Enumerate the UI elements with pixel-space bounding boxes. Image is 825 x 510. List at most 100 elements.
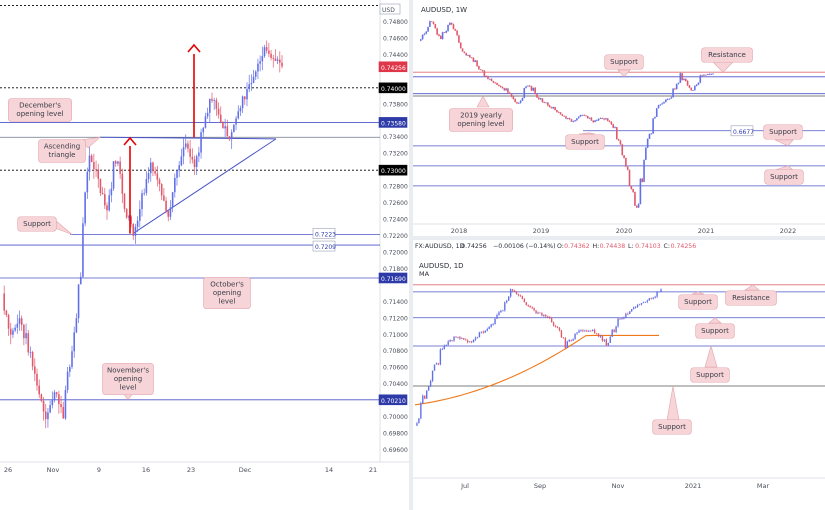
weekly-candle-body-126 [646,138,649,148]
weekly-candle-body-61 [528,85,531,87]
weekly-candle-body-120 [635,205,638,208]
daily-candle-body-59 [529,305,531,308]
daily-candle-body-55 [521,296,524,300]
weekly-candle-body-111 [619,140,622,145]
daily-candle-body-120 [648,298,650,301]
h4-candle-body-29 [64,390,67,419]
weekly-candle-body-71 [547,102,549,106]
h4-candle-body-125 [274,58,277,61]
weekly-callout-yearly-box [449,108,513,132]
pane-divider-vertical[interactable] [409,0,413,510]
price-tick-label: 0.72000 [383,249,408,256]
weekly-candle-body-7 [430,21,433,23]
daily-candle-body-7 [427,386,430,391]
h4-candle-body-13 [29,352,32,353]
weekly-candle-body-134 [661,103,663,105]
weekly-tag-06677-bg [730,125,754,137]
price-tag-72223-bg [312,228,336,239]
daily-candle-body-61 [533,307,535,311]
daily-candle-body-6 [426,390,428,399]
daily-candle-body-113 [634,307,637,308]
h4-candle-body-2 [5,310,8,315]
daily-candle-body-68 [547,316,549,318]
price-tick-label: 0.73400 [383,134,408,141]
h4-candle-body-126 [276,59,279,61]
h4-candle-body-115 [252,76,255,83]
left-chart-pane[interactable]: December's opening level Ascending triangle… [0,0,409,510]
weekly-candle-body-148 [686,80,689,86]
daily-candle-body-40 [492,324,494,325]
daily-candle-body-125 [658,291,660,293]
weekly-candle-body-88 [577,116,580,119]
h4-candle-body-94 [206,112,209,117]
weekly-candle-body-24 [461,48,464,52]
weekly-candle-body-82 [567,118,569,119]
h4-candle-body-12 [27,333,30,353]
daily-month-label: 2021 [685,482,702,490]
daily-candle-body-102 [613,329,615,332]
daily-header-part-6: 0.74438 [600,243,626,250]
weekly-candle-body-64 [534,87,536,95]
h4-candle-body-106 [233,124,235,133]
h4-candle-body-11 [25,333,27,339]
weekly-candle-body-62 [530,86,533,91]
weekly-callout-support-mid-pointer [578,132,596,135]
daily-candle-body-115 [638,304,641,306]
price-tag-73580: 0.73580 [381,120,406,127]
h4-candle-body-17 [38,385,40,395]
h4-candle-body-116 [254,71,257,77]
h4-candle-body-38 [84,192,86,224]
h4-candle-body-60 [132,224,135,236]
daily-chart[interactable]: FX:AUDUSD, 1D 0.74256 −0.00106 (−0.14%) … [413,240,825,510]
h4-candle-body-108 [237,111,240,119]
daily-candle-body-110 [629,311,631,315]
h4-candle-body-72 [158,179,161,185]
weekly-candle-body-23 [459,42,462,49]
weekly-year-label: 2020 [616,227,633,235]
weekly-candle-body-151 [692,90,694,91]
h4-candle-body-31 [69,366,71,372]
weekly-candle-body-20 [454,29,457,31]
pane-divider-horizontal[interactable] [413,236,825,240]
h4-candle-body-84 [184,143,187,148]
weekly-candle-body-100 [599,118,602,120]
daily-candle-body-44 [500,310,502,313]
price-tick-label: 0.69800 [383,431,408,438]
weekly-candle-body-18 [450,22,453,25]
daily-candle-body-99 [607,342,609,346]
daily-candle-body-34 [480,331,483,333]
h4-candle-body-119 [261,56,264,62]
h4-candle-body-3 [7,314,10,329]
daily-candle-body-119 [646,300,649,302]
h4-candle-body-34 [75,318,78,333]
daily-candle-body-92 [593,329,596,334]
daily-candle-body-122 [652,297,654,299]
h4-candle-body-27 [60,404,62,408]
daily-candle-body-121 [650,298,652,300]
daily-callout-support1-text-0: Support [684,298,712,306]
price-tag-72223: 0.7223 [315,232,336,239]
daily-candle-body-84 [578,330,580,333]
daily-candle-body-56 [523,299,526,303]
weekly-candle-body-1 [420,39,422,41]
daily-candle-body-65 [541,313,543,316]
weekly-chart[interactable]: AUDUSD, 1W Resistance Support 2019 yearlyop… [413,0,825,236]
weekly-chart-pane[interactable]: AUDUSD, 1W Resistance Support 2019 yearly op… [413,0,825,236]
weekly-candle-body-123 [641,178,644,182]
daily-candle-body-116 [640,303,643,305]
weekly-candle-body-31 [474,60,477,62]
daily-chart-pane[interactable]: FX:AUDUSD, 1D 0.74256 −0.00106 (−0.14%) … [413,240,825,510]
h4-candle-body-112 [246,89,248,100]
date-label: Nov [47,466,60,474]
h4-candle-body-90 [198,152,200,157]
h4-candle-body-92 [202,127,205,133]
weekly-candle-body-109 [616,127,618,140]
h4-candle-body-36 [79,276,82,285]
daily-candle-body-82 [574,333,576,340]
weekly-candle-body-147 [684,78,687,81]
daily-candle-body-71 [552,322,555,326]
weekly-candle-body-57 [521,97,524,101]
weekly-year-label: 2021 [698,227,715,235]
weekly-candle-body-11 [438,34,440,36]
